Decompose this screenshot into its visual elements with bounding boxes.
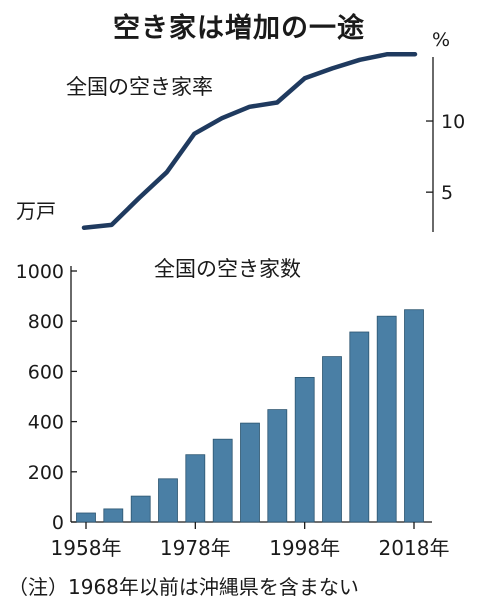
count-y-tick-label-2: 400 [28, 412, 64, 434]
count-x-tick-label-2: 1998年 [269, 536, 340, 560]
count-bar-2008 [349, 331, 370, 523]
count-bar-1958 [76, 512, 96, 523]
count-x-tick-label-3: 2018年 [379, 536, 450, 560]
count-bar-1978 [185, 454, 206, 523]
rate-y-tick-label-1: 10 [441, 111, 465, 133]
rate-chart: 全国の空き家率 % 5 10 万戸 [16, 29, 465, 232]
count-y-ticks: 0 200 400 600 800 1000 [16, 261, 77, 534]
count-x-tick-label-0: 1958年 [51, 536, 122, 560]
count-unit-label: 万戸 [16, 199, 56, 223]
count-y-tick-label-4: 800 [28, 311, 64, 333]
count-bar-2003 [322, 356, 342, 523]
count-bar-1993 [267, 409, 288, 523]
count-bar-1998 [294, 376, 315, 523]
count-chart-title: 全国の空き家数 [154, 257, 301, 281]
count-bar-2018 [404, 309, 424, 523]
count-x-tick-label-1: 1978年 [160, 536, 231, 560]
count-bar-2013 [376, 315, 397, 523]
count-bar-1973 [158, 478, 178, 523]
count-y-tick-label-1: 200 [28, 462, 64, 484]
rate-chart-title: 全国の空き家率 [66, 75, 213, 99]
count-bar-1988 [240, 422, 260, 523]
footnote: （注）1968年以前は沖縄県を含まない [8, 575, 359, 599]
rate-y-ticks: 5 10 [426, 111, 465, 204]
count-bar-1983 [212, 438, 233, 523]
count-bar-1968 [130, 495, 151, 523]
count-y-tick-label-3: 600 [28, 361, 64, 383]
count-y-tick-label-0: 0 [52, 512, 64, 534]
count-bars [76, 309, 424, 523]
rate-y-tick-label-0: 5 [441, 182, 453, 204]
count-y-tick-label-5: 1000 [16, 261, 64, 283]
count-x-ticks: 1958年 1978年 1998年 2018年 [51, 522, 450, 560]
rate-unit-label: % [432, 29, 450, 51]
count-chart: 全国の空き家数 0 200 400 600 800 1000 1958年 1978年 1998… [16, 257, 450, 560]
count-bar-1963 [103, 508, 124, 523]
rate-series-line [81, 51, 418, 230]
page-title: 空き家は増加の一途 [113, 13, 365, 44]
